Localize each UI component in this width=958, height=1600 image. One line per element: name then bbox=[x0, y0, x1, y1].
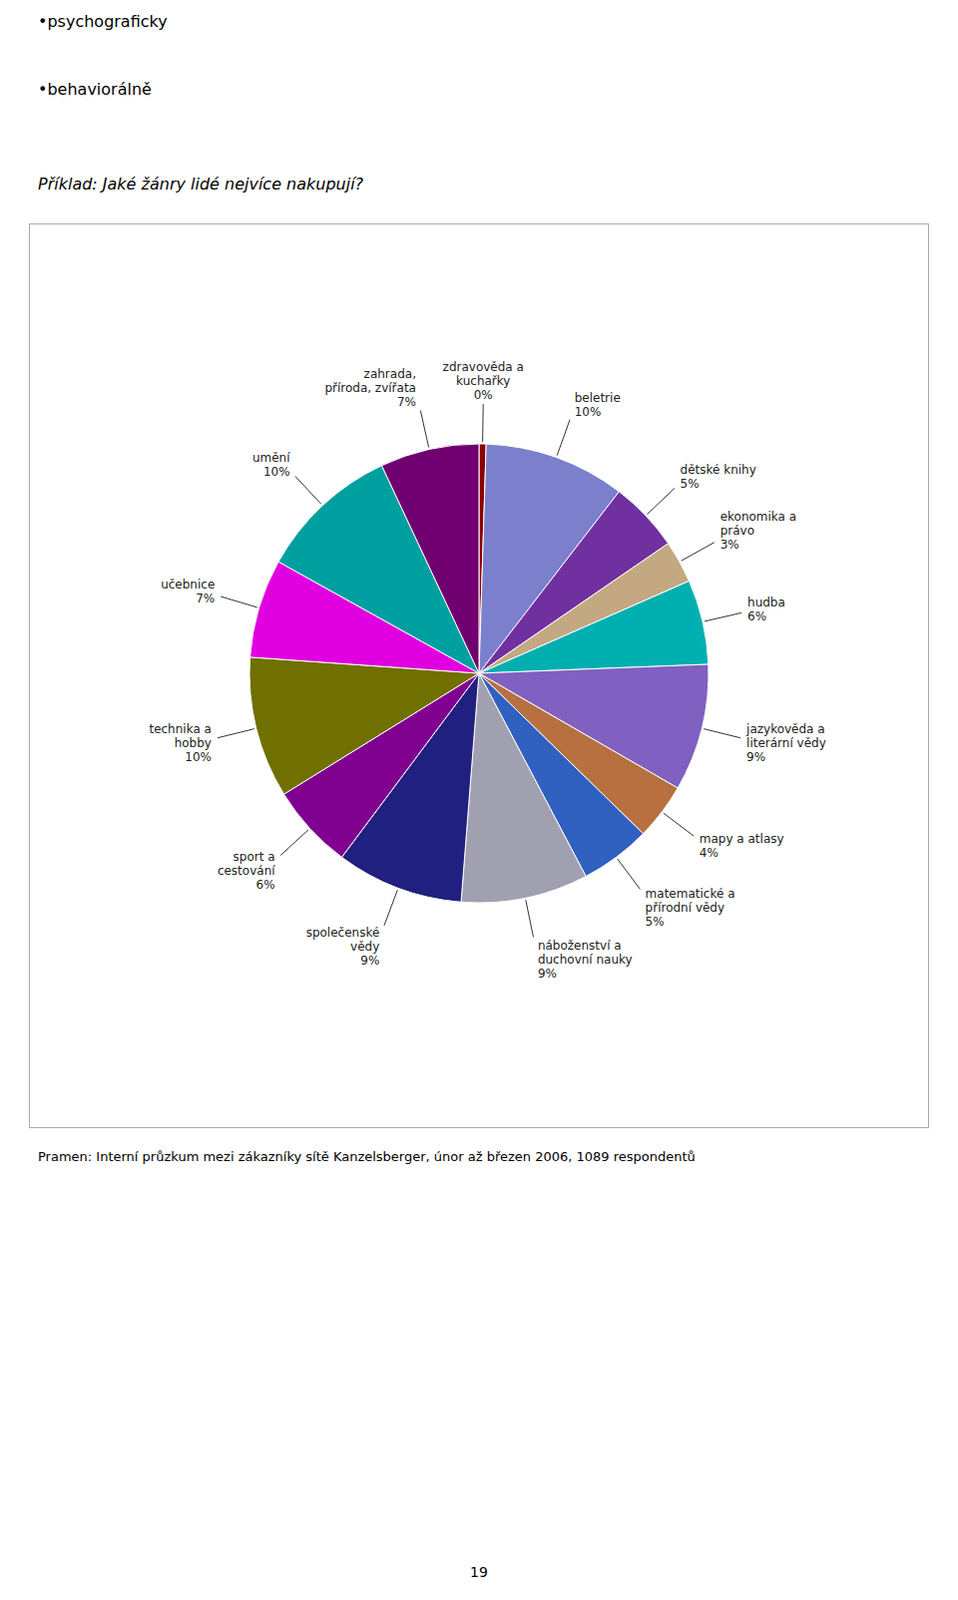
svg-text:sport acestování6%: sport acestování6% bbox=[217, 850, 276, 893]
svg-text:zdravověda akuchařky0%: zdravověda akuchařky0% bbox=[443, 360, 524, 403]
svg-text:společenskévědy9%: společenskévědy9% bbox=[306, 926, 381, 968]
html-text:19: 19 bbox=[470, 1564, 488, 1581]
svg-text:jazykověda aliterární vědy9%: jazykověda aliterární vědy9% bbox=[745, 722, 827, 765]
html-text:•behaviorálně: •behaviorálně bbox=[37, 79, 152, 99]
svg-text:mapy a atlasy4%: mapy a atlasy4% bbox=[699, 832, 785, 861]
svg-text:beletrie10%: beletrie10% bbox=[574, 391, 621, 420]
svg-text:dětské knihy5%: dětské knihy5% bbox=[680, 463, 757, 491]
svg-text:hudba6%: hudba6% bbox=[747, 595, 786, 624]
svg-text:umění10%: umění10% bbox=[252, 451, 291, 479]
svg-text:zahrada,příroda, zvířata7%: zahrada,příroda, zvířata7% bbox=[324, 367, 417, 410]
html-text:Příklad: Jaké žánry lidé nejví: Příklad: Jaké žánry lidé nejvíce nakupuj… bbox=[37, 174, 364, 194]
svg-text:ekonomika aprávo3%: ekonomika aprávo3% bbox=[720, 509, 797, 552]
html-text:Pramen: Interní průzkum mezi z: Pramen: Interní průzkum mezi zákazníky s… bbox=[37, 1149, 696, 1165]
svg-text:technika ahobby10%: technika ahobby10% bbox=[148, 722, 212, 765]
svg-text:matematické apřírodní vědy5%: matematické apřírodní vědy5% bbox=[645, 887, 736, 930]
svg-text:náboženství aduchovní nauky9%: náboženství aduchovní nauky9% bbox=[537, 939, 633, 981]
html-text:•psychograficky: •psychograficky bbox=[37, 11, 168, 31]
svg-text:učebnice7%: učebnice7% bbox=[160, 577, 215, 606]
